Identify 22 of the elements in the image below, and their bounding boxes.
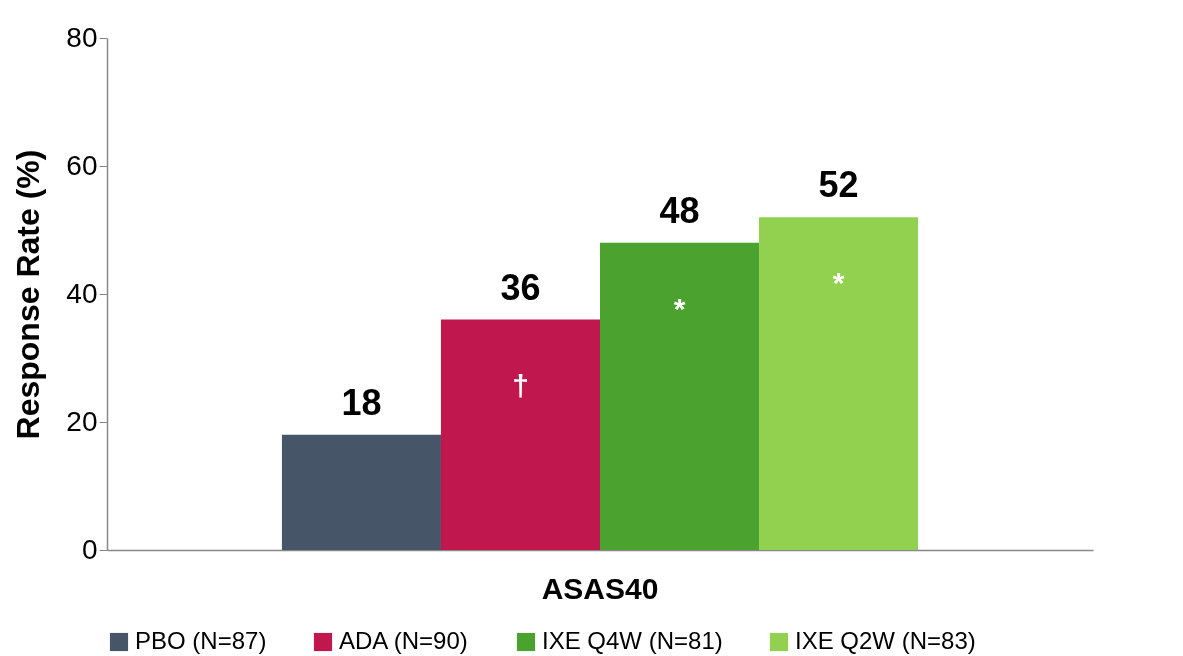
y-tick-label: 80 [66,21,98,53]
bar [759,217,919,550]
data-label: 18 [341,381,382,423]
y-tick-label: 40 [66,277,98,309]
bar [600,242,760,550]
x-tick-label: ASAS40 [541,571,659,605]
y-tick-label: 20 [66,405,98,437]
data-label: 52 [818,164,859,206]
y-axis-title: Response Rate (%) [10,149,47,440]
bar [440,319,600,550]
legend-label: PBO (N=87) [135,627,267,654]
data-label: 48 [659,189,700,231]
y-tick-label: 60 [66,149,98,181]
annotation: * [673,291,686,325]
y-tick-label: 0 [81,533,98,565]
bar [281,434,441,550]
legend-label: IXE Q4W (N=81) [542,627,723,654]
legend-label: IXE Q2W (N=83) [795,627,976,654]
data-label: 36 [500,266,541,308]
legend-label: ADA (N=90) [339,627,468,654]
annotation: * [832,266,845,300]
annotation: † [512,368,529,402]
